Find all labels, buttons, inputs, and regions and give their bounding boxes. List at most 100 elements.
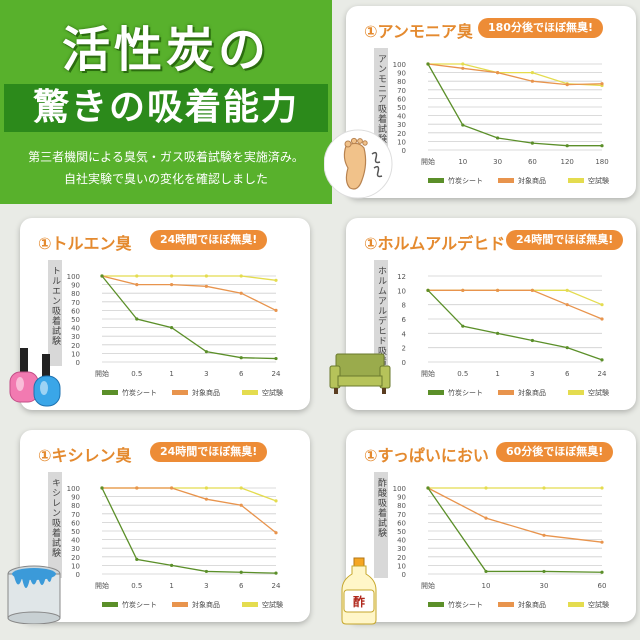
legend-label: 竹炭シート <box>448 388 483 397</box>
xtick-label: 10 <box>482 582 491 590</box>
data-point <box>274 531 278 535</box>
data-point <box>496 136 500 140</box>
xtick-label: 10 <box>458 158 467 166</box>
series-line <box>101 487 277 574</box>
sofa-icon <box>329 353 391 394</box>
xtick-label: 3 <box>204 582 208 590</box>
vinegar-bottle-icon: 酢 <box>341 557 377 625</box>
ytick-label: 10 <box>397 287 406 295</box>
data-point <box>426 486 430 490</box>
legend-swatch <box>568 602 584 607</box>
series-line <box>428 289 603 320</box>
data-point <box>274 308 278 312</box>
legend-swatch <box>428 390 444 395</box>
data-point <box>100 274 104 278</box>
data-point <box>600 486 604 490</box>
ytick-label: 70 <box>397 87 406 95</box>
chart-badge: 180分後でほぼ無臭! <box>478 18 603 38</box>
xtick-label: 24 <box>598 370 607 378</box>
hero-title-line2-band: 驚きの吸着能力 <box>4 84 328 132</box>
data-point <box>170 283 174 287</box>
ytick-label: 80 <box>397 78 406 86</box>
data-point <box>600 144 604 148</box>
series-line <box>427 289 603 361</box>
ytick-label: 70 <box>71 299 80 307</box>
data-point <box>461 288 465 292</box>
series-line <box>427 487 603 543</box>
ylabel-panel <box>48 260 62 366</box>
legend-swatch <box>428 602 444 607</box>
xtick-label: 0.5 <box>131 582 142 590</box>
chart-badge: 60分後でほぼ無臭! <box>496 442 614 462</box>
ytick-label: 60 <box>397 519 406 527</box>
ytick-label: 100 <box>393 485 406 493</box>
ylabel: キシレン吸着試験 <box>50 478 61 558</box>
data-point <box>565 83 569 87</box>
ytick-label: 10 <box>71 350 80 358</box>
xtick-label: 180 <box>595 158 608 166</box>
ylabel-panel <box>374 260 388 366</box>
data-point <box>542 569 546 574</box>
data-point <box>204 284 208 288</box>
ytick-label: 40 <box>71 325 80 333</box>
data-point <box>542 533 546 537</box>
legend-label: 対象商品 <box>192 388 220 397</box>
xtick-label: 24 <box>272 582 281 590</box>
data-point <box>530 71 534 75</box>
ytick-label: 40 <box>397 113 406 121</box>
data-point <box>600 303 604 307</box>
series-line <box>427 487 603 573</box>
legend-label: 竹炭シート <box>122 600 157 609</box>
ytick-label: 70 <box>71 511 80 519</box>
hero-subtitle-line1: 第三者機関による臭気・ガス吸着試験を実施済み。 <box>28 150 304 164</box>
data-point <box>239 503 243 507</box>
data-point <box>204 497 208 501</box>
ytick-label: 10 <box>397 138 406 146</box>
data-point <box>170 563 174 567</box>
xtick-label: 30 <box>493 158 502 166</box>
ytick-label: 50 <box>397 528 406 536</box>
hero-subtitle-line2: 自社実験で臭いの変化を確認しました <box>63 172 268 186</box>
data-point <box>426 288 430 292</box>
data-point <box>426 62 430 66</box>
data-point <box>204 569 208 574</box>
data-point <box>204 350 208 354</box>
ytick-label: 100 <box>67 485 80 493</box>
xtick-label: 1 <box>169 582 173 590</box>
data-point <box>239 274 243 278</box>
legend-label: 空試験 <box>588 388 609 397</box>
legend-swatch <box>568 178 584 183</box>
series-line <box>427 63 602 147</box>
data-point <box>170 274 174 278</box>
legend-label: 空試験 <box>588 176 609 185</box>
xtick-label: 開始 <box>421 157 435 166</box>
data-point <box>274 499 278 503</box>
nail-polish-icon <box>9 348 61 407</box>
foot-icon <box>324 129 393 199</box>
ylabel-panel <box>48 472 62 578</box>
ytick-label: 90 <box>71 282 80 290</box>
ytick-label: 50 <box>397 104 406 112</box>
chart-card-xylene: ①キシレン臭 24時間でほぼ無臭! キシレン吸着試験 0 10 20 30 40 50 60 7… <box>20 430 310 622</box>
ytick-label: 0 <box>402 147 406 155</box>
data-point <box>135 274 139 278</box>
data-point <box>204 274 208 278</box>
xtick-label: 開始 <box>95 369 109 378</box>
data-point <box>484 486 488 490</box>
legend-swatch <box>428 178 444 183</box>
data-point <box>530 79 534 83</box>
data-point <box>239 291 243 295</box>
chart-card-acetic: ①すっぱいにおい 60分後でほぼ無臭! 酢酸吸着試験 0 10 20 30 40 50 60 7… <box>346 430 636 622</box>
ytick-label: 60 <box>71 307 80 315</box>
ylabel: 酢酸吸着試験 <box>376 477 387 538</box>
data-point <box>239 486 243 490</box>
data-point <box>135 557 139 561</box>
data-point <box>600 82 604 86</box>
legend-label: 空試験 <box>262 388 283 397</box>
series-line <box>427 63 603 86</box>
xtick-label: 6 <box>565 370 570 378</box>
xtick-label: 1 <box>169 370 173 378</box>
ytick-label: 4 <box>402 330 407 338</box>
